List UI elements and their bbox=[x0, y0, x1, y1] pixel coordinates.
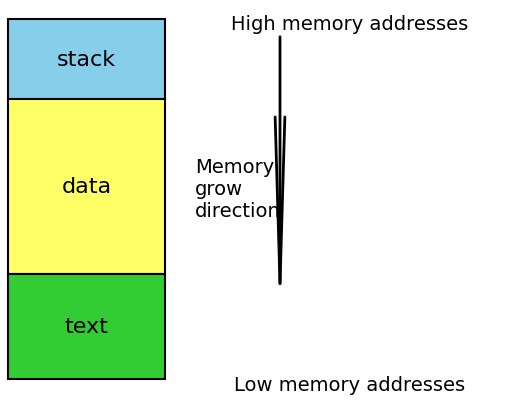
Bar bbox=[8, 100, 165, 274]
Text: data: data bbox=[61, 177, 112, 197]
Bar bbox=[8, 20, 165, 100]
Text: Low memory addresses: Low memory addresses bbox=[234, 375, 466, 394]
Bar bbox=[8, 274, 165, 379]
Text: stack: stack bbox=[57, 50, 116, 70]
Text: High memory addresses: High memory addresses bbox=[231, 15, 469, 34]
Text: text: text bbox=[65, 317, 108, 337]
Text: Memory
grow
direction: Memory grow direction bbox=[195, 158, 281, 221]
